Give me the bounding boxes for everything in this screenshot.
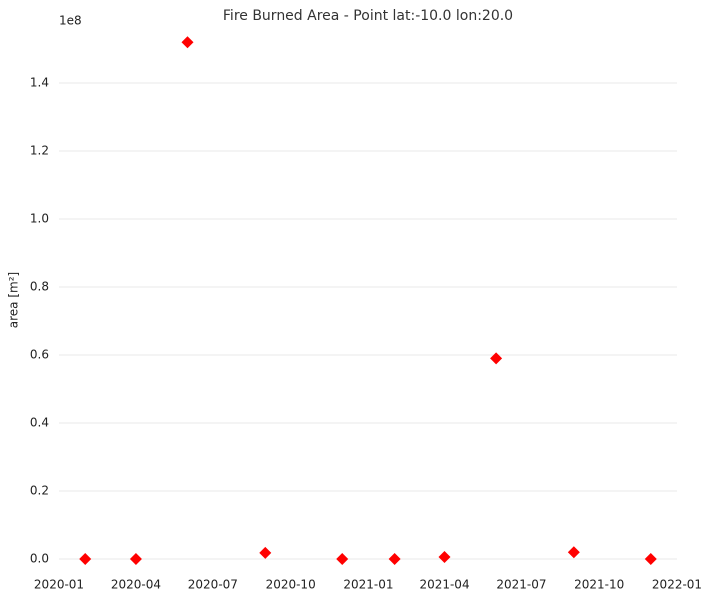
x-tick-label: 2021-10 [574,578,624,592]
x-tick-label: 2020-01 [34,578,84,592]
marker [79,553,92,565]
y-tick-label: 1.0 [30,212,49,226]
y-offset-label: 1e8 [59,14,82,28]
marker [438,550,451,563]
x-tick-label: 2022-01 [652,578,702,592]
marker [490,352,503,365]
x-tick-label: 2020-04 [111,578,161,592]
x-tick-label: 2021-07 [496,578,546,592]
x-tick-label: 2021-04 [419,578,469,592]
y-tick-label: 0.4 [30,416,49,430]
y-tick-label: 0.6 [30,348,49,362]
marker [129,553,142,565]
marker [181,36,194,49]
y-tick-label: 1.4 [30,76,49,90]
marker [259,546,272,559]
x-tick-label: 2020-10 [266,578,316,592]
marker [336,553,349,565]
chart-title: Fire Burned Area - Point lat:-10.0 lon:2… [223,8,513,24]
y-tick-label: 0.2 [30,484,49,498]
y-tick-label: 1.2 [30,144,49,158]
x-tick-label: 2020-07 [188,578,238,592]
marker [644,553,657,565]
marker [388,553,401,565]
x-tick-label: 2021-01 [343,578,393,592]
y-tick-label: 0.8 [30,280,49,294]
y-axis-label: area [m²] [7,272,21,328]
y-tick-label: 0.0 [30,552,49,566]
marker [567,546,580,559]
